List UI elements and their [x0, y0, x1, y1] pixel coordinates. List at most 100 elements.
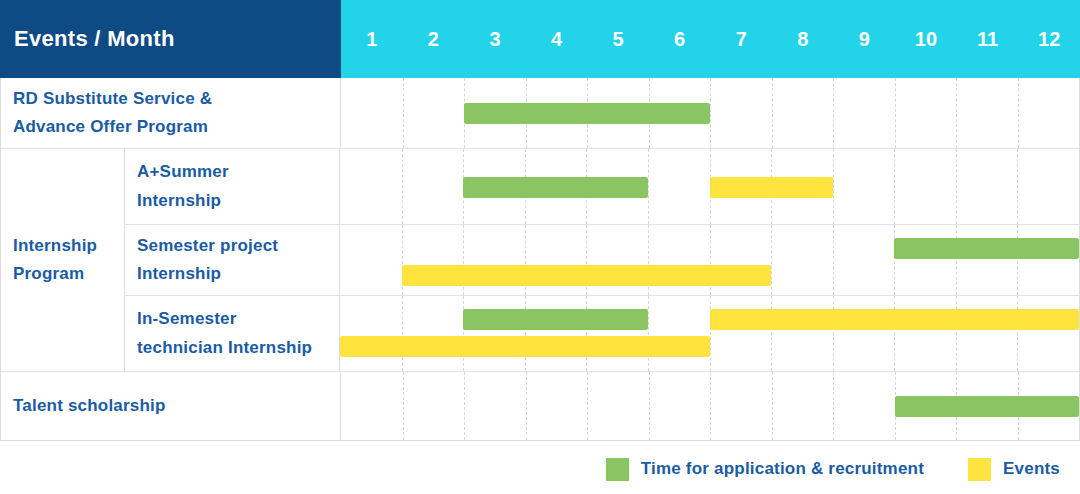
month-header-cell: 11	[957, 0, 1019, 78]
month-gridline	[833, 296, 834, 371]
month-gridline	[587, 372, 588, 440]
month-gridline	[648, 149, 649, 224]
month-header-cell: 6	[649, 0, 711, 78]
month-gridline	[525, 296, 526, 371]
month-grid	[340, 225, 1079, 295]
month-gridline	[956, 149, 957, 224]
month-gridline	[1017, 149, 1018, 224]
month-gridline	[710, 296, 711, 371]
row-label-line: Internship	[137, 187, 339, 215]
month-gridline	[1018, 78, 1019, 148]
month-grid	[341, 78, 1079, 148]
month-gridline	[403, 372, 404, 440]
month-gridline	[956, 225, 957, 295]
month-gridline	[894, 149, 895, 224]
table-row: RD Substitute Service & Advance Offer Pr…	[1, 78, 1079, 148]
month-gridline	[894, 296, 895, 371]
row-label-rd-substitute: RD Substitute Service & Advance Offer Pr…	[1, 78, 341, 148]
table-header-row: Events / Month 123456789101112	[0, 0, 1080, 78]
internship-program-group: Internship Program A+Summer Internship S…	[1, 148, 1079, 371]
month-header-cell: 8	[772, 0, 834, 78]
month-header-cell: 5	[587, 0, 649, 78]
month-gridline	[402, 149, 403, 224]
application-bar	[895, 396, 1080, 417]
row-label-line: technician Internship	[137, 334, 339, 362]
gantt-chart: Events / Month 123456789101112 RD Substi…	[0, 0, 1080, 494]
month-gridline	[710, 78, 711, 148]
month-gridline	[833, 149, 834, 224]
internship-subrows: A+Summer Internship Semester project Int…	[125, 149, 1079, 371]
month-gridline	[649, 372, 650, 440]
table-row: A+Summer Internship	[125, 149, 1079, 224]
month-gridline	[895, 78, 896, 148]
application-bar	[463, 177, 648, 198]
table-body: RD Substitute Service & Advance Offer Pr…	[0, 78, 1080, 441]
events-month-header-cell: Events / Month	[0, 0, 341, 78]
month-gridline	[956, 296, 957, 371]
row-label-line: Semester project	[137, 232, 339, 260]
table-row: Semester project Internship	[125, 224, 1079, 295]
month-header-cell: 1	[341, 0, 403, 78]
month-grid	[341, 372, 1079, 440]
events-month-label: Events / Month	[14, 26, 175, 52]
month-grid	[340, 296, 1079, 371]
row-label-line: RD Substitute Service &	[13, 85, 340, 113]
month-header-cell: 12	[1018, 0, 1080, 78]
events-swatch-icon	[968, 458, 991, 481]
row-label-line: In-Semester	[137, 305, 339, 333]
table-row: In-Semester technician Internship	[125, 295, 1079, 371]
legend-label-application: Time for application & recruitment	[641, 459, 924, 479]
month-gridline	[772, 78, 773, 148]
row-label-line: Internship	[137, 260, 339, 288]
application-swatch-icon	[606, 458, 629, 481]
month-gridline	[956, 78, 957, 148]
legend-label-events: Events	[1003, 459, 1060, 479]
month-gridline	[710, 372, 711, 440]
month-header-row: 123456789101112	[341, 0, 1080, 78]
month-gridline	[1017, 296, 1018, 371]
row-label-in-semester: In-Semester technician Internship	[125, 296, 340, 371]
events-bar	[340, 336, 710, 357]
month-gridline	[464, 372, 465, 440]
month-grid	[340, 149, 1079, 224]
month-gridline	[771, 225, 772, 295]
month-header-cell: 2	[403, 0, 465, 78]
month-gridline	[833, 78, 834, 148]
legend: Time for application & recruitment Event…	[606, 452, 1060, 486]
month-gridline	[894, 225, 895, 295]
month-header-cell: 9	[834, 0, 896, 78]
group-label-line: Program	[13, 260, 124, 288]
group-label-line: Internship	[13, 232, 124, 260]
table-row: Talent scholarship	[1, 371, 1079, 440]
month-gridline	[771, 296, 772, 371]
application-bar	[894, 238, 1079, 259]
month-gridline	[1017, 225, 1018, 295]
events-bar	[710, 309, 1080, 330]
legend-item-application: Time for application & recruitment	[606, 458, 924, 481]
row-label-line: Advance Offer Program	[13, 113, 340, 141]
month-gridline	[833, 372, 834, 440]
events-bar	[402, 265, 772, 286]
month-header-cell: 7	[710, 0, 772, 78]
row-label-line: A+Summer	[137, 158, 339, 186]
month-gridline	[463, 296, 464, 371]
row-label-talent-scholarship: Talent scholarship	[1, 372, 341, 440]
legend-item-events: Events	[968, 458, 1060, 481]
row-label-line: Talent scholarship	[13, 392, 340, 420]
month-gridline	[833, 225, 834, 295]
month-gridline	[586, 296, 587, 371]
application-bar	[463, 309, 648, 330]
month-header-cell: 4	[526, 0, 588, 78]
month-gridline	[403, 78, 404, 148]
application-bar	[464, 103, 710, 124]
group-label-internship-program: Internship Program	[1, 149, 125, 371]
row-label-a-summer: A+Summer Internship	[125, 149, 340, 224]
month-header-cell: 3	[464, 0, 526, 78]
month-gridline	[402, 296, 403, 371]
month-gridline	[526, 372, 527, 440]
month-gridline	[648, 296, 649, 371]
month-gridline	[772, 372, 773, 440]
row-label-semester-project: Semester project Internship	[125, 225, 340, 295]
month-header-cell: 10	[895, 0, 957, 78]
events-bar	[710, 177, 833, 198]
